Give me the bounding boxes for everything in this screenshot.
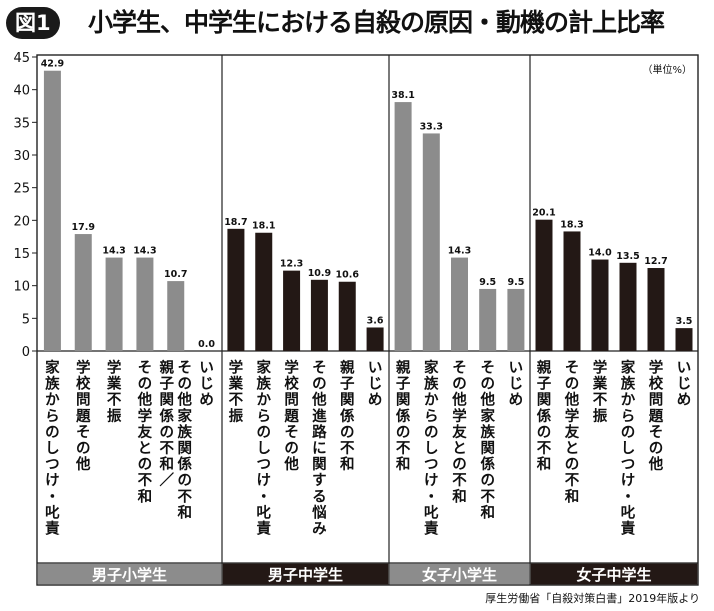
bar-value-label: 12.3: [280, 259, 303, 270]
bar: [74, 234, 92, 351]
y-tick-label: 10: [13, 280, 30, 295]
bar-value-label: 14.0: [588, 248, 612, 259]
y-tick-label: 5: [22, 312, 30, 327]
bar-value-label: 14.3: [133, 246, 156, 257]
category-label: 家族からのしつけ・叱責: [45, 359, 60, 538]
bar-value-label: 18.7: [224, 217, 247, 228]
category-label: 家族からのしつけ・叱責: [424, 359, 439, 538]
bar: [591, 259, 609, 351]
bar: [167, 281, 185, 351]
bar: [136, 257, 154, 351]
bar-chart: 0 5 10 15 20 25 30 35 40 45 （単位%） 42.9 17.9 14.3 14.3 1…: [13, 51, 699, 586]
bar: [479, 288, 497, 351]
y-tick-label: 45: [13, 51, 30, 66]
bar: [310, 279, 328, 351]
bar-value-label: 9.5: [507, 277, 524, 288]
unit-label: （単位%）: [642, 63, 692, 76]
group-name-label: 女子中学生: [576, 566, 651, 584]
bar: [338, 281, 356, 351]
bar: [105, 257, 123, 351]
category-label: 学校問題その他: [648, 359, 664, 474]
bar-value-label: 10.9: [308, 268, 331, 279]
bar-value-label: 20.1: [532, 208, 555, 219]
bar-value-label: 18.1: [252, 221, 275, 232]
bar-value-label: 14.3: [448, 246, 471, 257]
group-band: [530, 563, 698, 585]
y-tick-label: 20: [13, 214, 30, 229]
group-band: [37, 563, 222, 585]
source-note: 厚生労働省「自殺対策白書」2019年版より: [485, 592, 700, 605]
bar: [563, 231, 581, 351]
category-label: 学業不振: [106, 359, 122, 425]
bar-value-label: 17.9: [72, 222, 95, 233]
y-tick-label: 35: [13, 116, 30, 131]
category-label: いじめ: [677, 361, 692, 409]
bar: [507, 288, 525, 351]
chart-frame: [36, 54, 699, 586]
y-tick-label: 15: [13, 247, 30, 262]
group-name-label: 男子中学生: [268, 566, 343, 584]
category-label: 親子関係の不和: [396, 359, 411, 474]
category-label: いじめ: [509, 361, 524, 409]
category-label: いじめ: [199, 361, 214, 409]
category-label: その他学友との不和: [564, 361, 580, 506]
bar: [255, 232, 273, 351]
bar-value-label: 10.6: [336, 270, 360, 281]
category-label: 親子関係の不和／: [160, 359, 175, 490]
bar-value-label: 3.6: [367, 315, 384, 326]
bar-value-label: 14.3: [102, 246, 125, 257]
bar-value-label: 3.5: [676, 316, 693, 327]
chart-title: 小学生、中学生における自殺の原因・動機の計上比率: [88, 8, 665, 37]
category-label: その他家族関係の不和: [177, 361, 193, 522]
bar: [283, 270, 301, 351]
category-label: その他学友との不和: [137, 361, 153, 506]
category-label: 親子関係の不和: [537, 359, 552, 474]
bar: [647, 268, 665, 351]
bar: [675, 328, 693, 351]
category-label: 学校問題その他: [75, 359, 91, 474]
y-tick-label: 40: [13, 84, 30, 99]
group-name-label: 男子小学生: [92, 566, 167, 584]
category-label: 家族からのしつけ・叱責: [257, 359, 272, 538]
figure-badge: 図1: [6, 7, 60, 39]
bar: [394, 102, 412, 351]
bar: [43, 70, 61, 351]
bar-value-label: 38.1: [391, 90, 414, 101]
bar: [422, 133, 440, 351]
category-label: 学業不振: [228, 359, 244, 425]
group-name-label: 女子小学生: [422, 566, 497, 584]
category-label: いじめ: [368, 361, 383, 409]
group-band: [222, 563, 389, 585]
title-row: 図1 小学生、中学生における自殺の原因・動機の計上比率: [0, 0, 714, 44]
bar-value-label: 10.7: [164, 269, 187, 280]
bar-value-label: 0.0: [198, 339, 215, 350]
bar: [451, 257, 468, 351]
y-tick-label: 30: [13, 149, 30, 164]
bar: [227, 228, 245, 351]
category-label: その他進路に関する悩み: [311, 361, 327, 538]
category-label: 家族からのしつけ・叱責: [621, 359, 636, 538]
bar: [619, 262, 637, 351]
bar-value-label: 18.3: [560, 219, 583, 230]
category-label: 学校問題その他: [283, 359, 299, 474]
bar-value-label: 42.9: [41, 59, 64, 70]
bar: [535, 219, 553, 351]
bar: [366, 327, 384, 351]
category-label: 学業不振: [592, 359, 608, 425]
category-label: その他家族関係の不和: [479, 361, 495, 522]
bar-value-label: 12.7: [644, 256, 667, 267]
category-label: その他学友との不和: [451, 361, 467, 506]
bar-value-label: 33.3: [420, 121, 443, 132]
category-label: 親子関係の不和: [340, 359, 355, 474]
y-tick-label: 25: [13, 182, 30, 197]
y-tick-label: 0: [22, 345, 30, 360]
bar-value-label: 9.5: [479, 277, 496, 288]
bar-value-label: 13.5: [616, 251, 639, 262]
group-band: [389, 563, 530, 585]
